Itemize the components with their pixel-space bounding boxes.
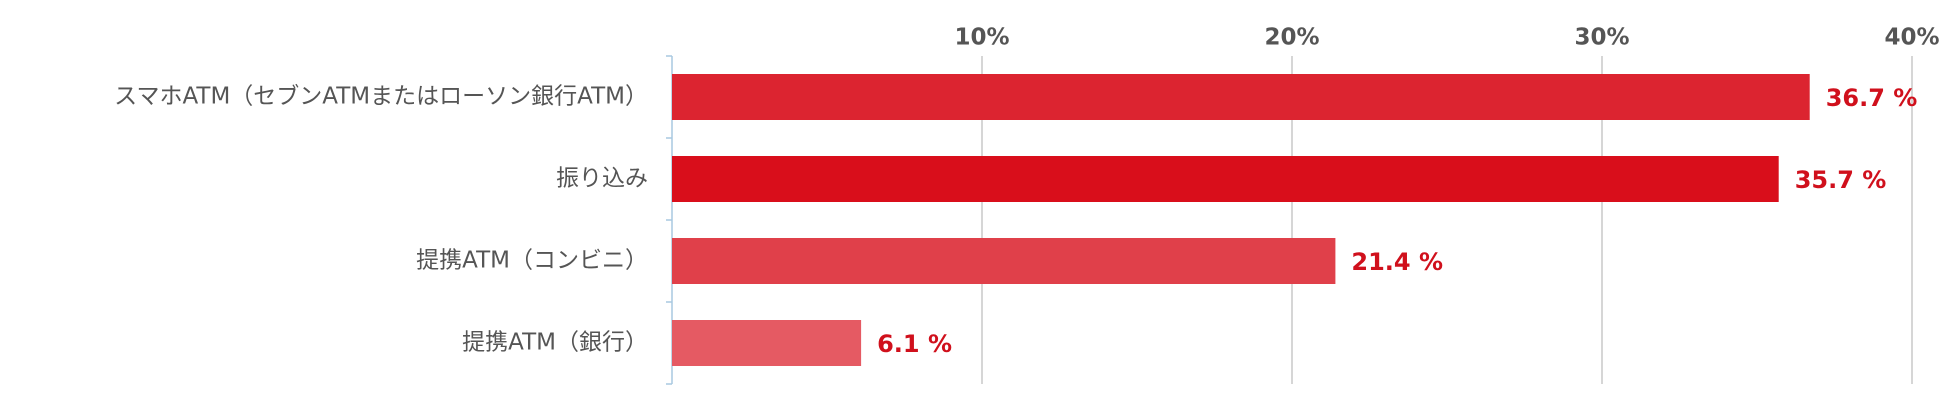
category-label: 振り込み [556,166,648,192]
x-tick-label: 30% [1574,25,1629,51]
category-label: 提携ATM（コンビニ） [416,248,648,274]
bar [672,238,1336,284]
bar [672,320,862,366]
value-label: 35.7 % [1795,166,1887,194]
x-tick-label: 10% [954,25,1009,51]
bar [672,156,1779,202]
x-tick-label: 20% [1264,25,1319,51]
category-label: スマホATM（セブンATMまたはローソン銀行ATM） [114,84,648,110]
value-label: 21.4 % [1351,248,1443,276]
bar [672,74,1810,120]
value-label: 36.7 % [1826,84,1918,112]
value-label: 6.1 % [877,330,952,358]
x-tick-label: 40% [1884,25,1939,51]
category-label: 提携ATM（銀行） [462,330,648,356]
